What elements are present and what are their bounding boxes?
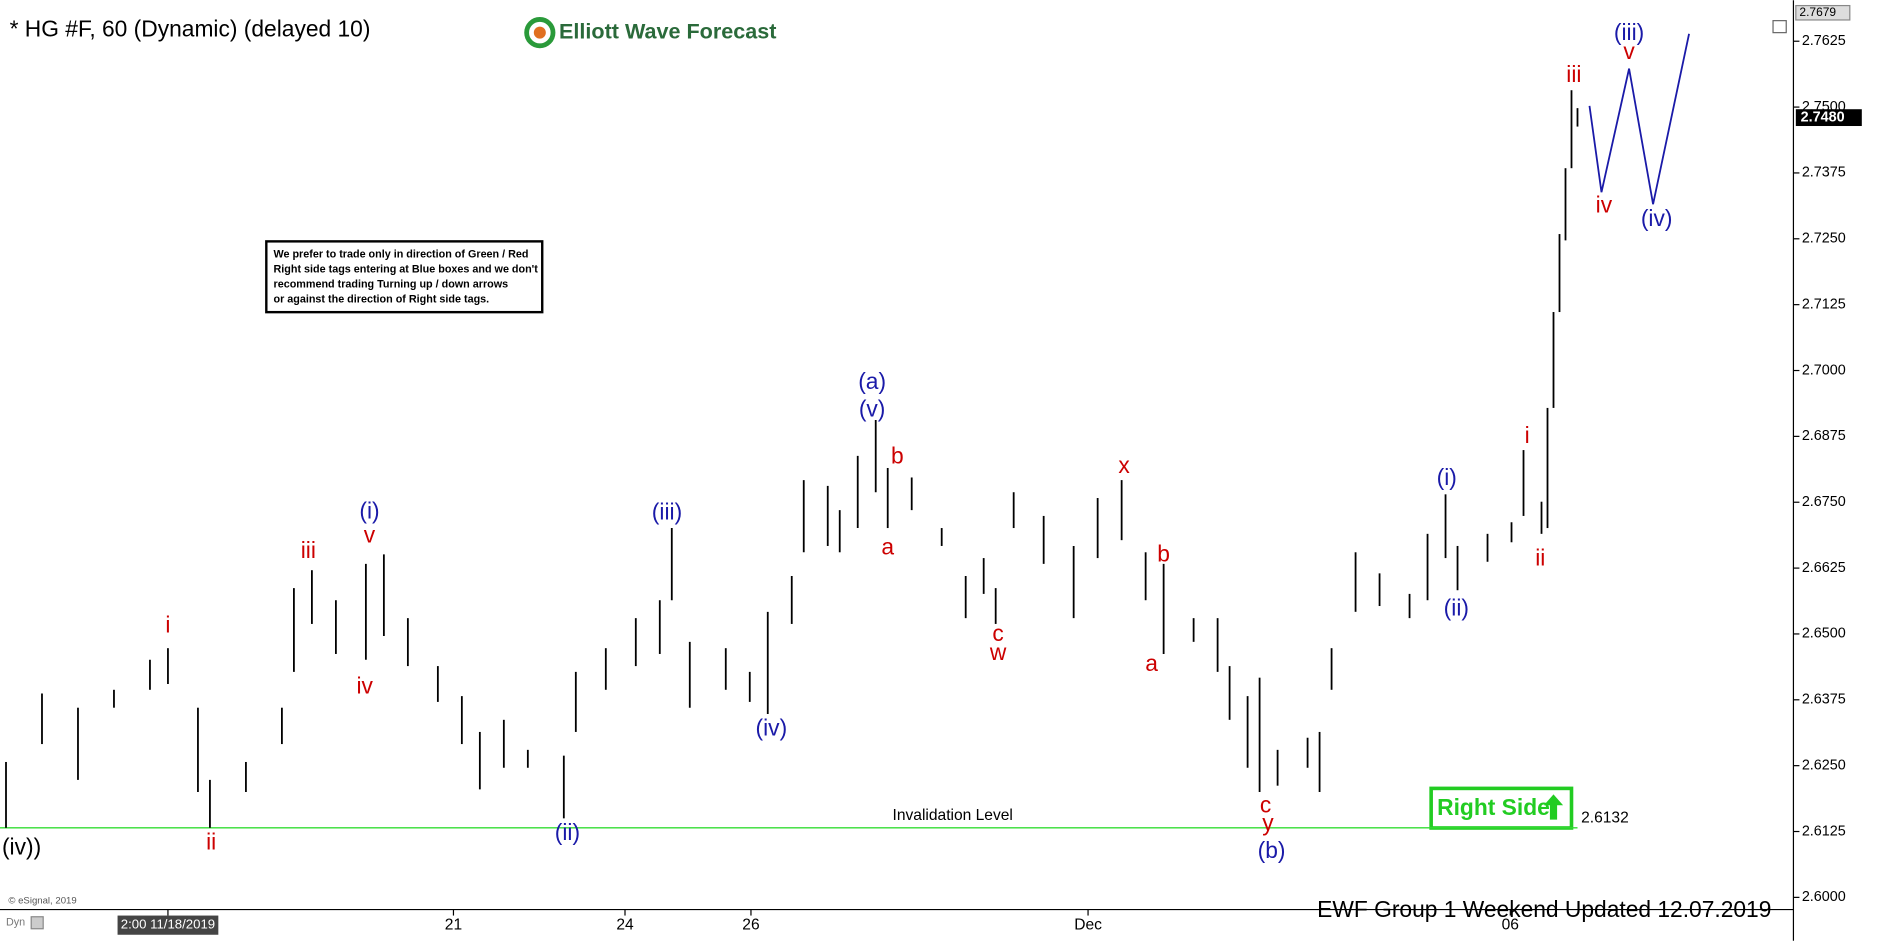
wave-label: (iv)	[756, 715, 788, 741]
wave-label: (ii)	[555, 819, 580, 845]
wave-label: (b)	[1258, 837, 1286, 863]
wave-label: v	[364, 521, 376, 547]
y-tick-label: 2.7125	[1802, 296, 1846, 312]
y-tick-label: 2.6625	[1802, 560, 1846, 576]
note-line: Right side tags entering at Blue boxes a…	[274, 263, 539, 275]
wave-label: (i)	[1437, 464, 1457, 490]
y-tick-label: 2.7000	[1802, 362, 1846, 378]
dyn: Dyn	[6, 917, 25, 929]
note-line: or against the direction of Right side t…	[274, 293, 490, 305]
wave-label: c	[1260, 791, 1271, 817]
y-tick-label: 2.6875	[1802, 428, 1846, 444]
logo-icon	[533, 26, 546, 39]
x-tick-label: Dec	[1074, 916, 1102, 933]
window-button[interactable]	[1772, 20, 1787, 34]
y-tick-label: 2.7375	[1802, 165, 1846, 181]
right-side-box	[1429, 786, 1574, 830]
dyn-box	[30, 916, 44, 930]
y-tick-label: 2.7625	[1802, 33, 1846, 49]
wave-label: (iv)	[1641, 205, 1673, 231]
x-tick-label: 06	[1502, 916, 1519, 933]
last-price-label: 2.7480	[1801, 109, 1845, 125]
wave-label: v	[1623, 38, 1635, 64]
y-tick-label: 2.6000	[1802, 889, 1846, 905]
invalidation-label: Invalidation Level	[893, 807, 1013, 824]
wave-label: a	[1145, 650, 1158, 676]
wave-label: (iv))	[2, 833, 41, 859]
wave-label: x	[1118, 452, 1130, 478]
cursor-time-box	[117, 915, 219, 935]
wave-label: iii	[1566, 61, 1581, 87]
y-tick-label: 2.7250	[1802, 231, 1846, 247]
note-line: recommend trading Turning up / down arro…	[274, 278, 509, 290]
x-tick-label: 24	[616, 916, 634, 933]
y-tick-label: 2.6250	[1802, 757, 1846, 773]
x-tick-label: 26	[742, 916, 759, 933]
projection-path	[1588, 33, 1690, 205]
note-box	[265, 240, 544, 314]
x-tick-label: 21	[445, 916, 462, 933]
wave-label: (iii)	[1614, 19, 1644, 45]
logo-icon	[524, 17, 556, 49]
copyright: © eSignal, 2019	[8, 896, 76, 907]
wave-label: (iii)	[652, 499, 682, 525]
wave-label: (v)	[859, 396, 886, 422]
wave-label: ii	[1535, 544, 1545, 570]
wave-label: iv	[1596, 192, 1613, 218]
wave-label: (a)	[858, 368, 886, 394]
wave-label: iv	[356, 673, 373, 699]
top-price-label: 2.7679	[1799, 5, 1836, 19]
last-price-tag	[1795, 109, 1862, 127]
wave-label: iii	[301, 537, 316, 563]
brand: Elliott Wave Forecast	[559, 18, 776, 43]
up-arrow	[1543, 794, 1564, 820]
wave-label: (i)	[359, 498, 379, 524]
top-price-tag	[1795, 4, 1851, 21]
wave-label: ii	[206, 829, 216, 855]
y-tick-label: 2.6125	[1802, 823, 1846, 839]
wave-label: a	[881, 533, 894, 559]
x-tick-label: 2:00 11/18/2019	[121, 917, 215, 932]
wave-label: b	[1157, 541, 1170, 567]
footer: EWF Group 1 Weekend Updated 12.07.2019	[1317, 896, 1771, 922]
wave-label: (ii)	[1444, 595, 1469, 621]
y-tick-label: 2.6375	[1802, 692, 1846, 708]
note-line: We prefer to trade only in direction of …	[274, 248, 529, 260]
wave-label: b	[891, 442, 904, 468]
invalidation-value: 2.6132	[1581, 809, 1629, 826]
right-side: Right Side	[1437, 794, 1550, 820]
wave-label: w	[989, 639, 1007, 665]
wave-label: i	[165, 611, 170, 637]
note: We prefer to trade only in direction of …	[274, 248, 539, 305]
y-tick-label: 2.6500	[1802, 626, 1846, 642]
y-tick-label: 2.6750	[1802, 494, 1846, 510]
wave-label: i	[1525, 422, 1530, 448]
wave-label: c	[992, 620, 1003, 646]
chart-title: * HG #F, 60 (Dynamic) (delayed 10)	[10, 15, 371, 41]
wave-label: y	[1262, 809, 1274, 835]
